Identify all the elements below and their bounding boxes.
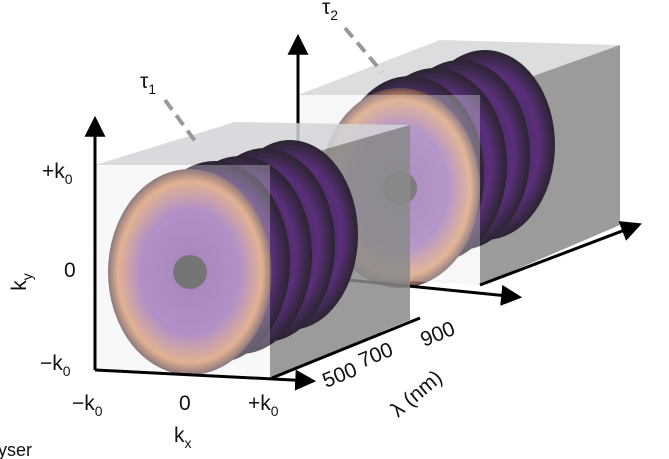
lambda-axis-label: λ (nm) xyxy=(386,366,446,422)
label-part: 1 xyxy=(148,81,156,97)
x-tick-label: −k0 xyxy=(72,392,103,419)
label-part: x xyxy=(185,435,192,451)
label-part: k xyxy=(8,280,31,291)
label-part: τ xyxy=(140,70,149,93)
label-part: + xyxy=(42,160,54,183)
label-part: − xyxy=(72,392,84,415)
label-part: k xyxy=(84,392,95,415)
label-part: k xyxy=(52,352,63,375)
lambda-tick-label: 500 xyxy=(319,358,360,392)
label-part: k xyxy=(54,160,65,183)
panel-1: τ1 xyxy=(84,70,421,391)
label-part: 0 xyxy=(63,363,71,379)
label-part: k xyxy=(174,424,185,447)
label-part: 0 xyxy=(95,403,103,419)
label-part: 0 xyxy=(65,171,73,187)
x-tick-label: +k0 xyxy=(248,392,279,419)
label-part: 2 xyxy=(330,7,338,23)
label-part: τ xyxy=(322,0,331,19)
x-tick-label: 0 xyxy=(179,392,191,415)
y-tick-label: +k0 xyxy=(42,160,73,187)
label-part: k xyxy=(260,392,271,415)
y-tick-label: 0 xyxy=(64,259,76,282)
label-part: − xyxy=(40,352,52,375)
label-part: + xyxy=(248,392,260,415)
label-part: y xyxy=(19,273,35,280)
caption-fragment: yser xyxy=(0,440,32,459)
delay-label: τ1 xyxy=(140,70,156,97)
lambda-tick-label: 900 xyxy=(417,317,458,351)
y-tick-label: −k0 xyxy=(40,352,71,379)
label-part: 0 xyxy=(271,403,279,419)
delay-label: τ2 xyxy=(322,0,338,23)
y-axis-label: ky xyxy=(8,273,35,291)
x-axis-label: kx xyxy=(174,424,192,451)
